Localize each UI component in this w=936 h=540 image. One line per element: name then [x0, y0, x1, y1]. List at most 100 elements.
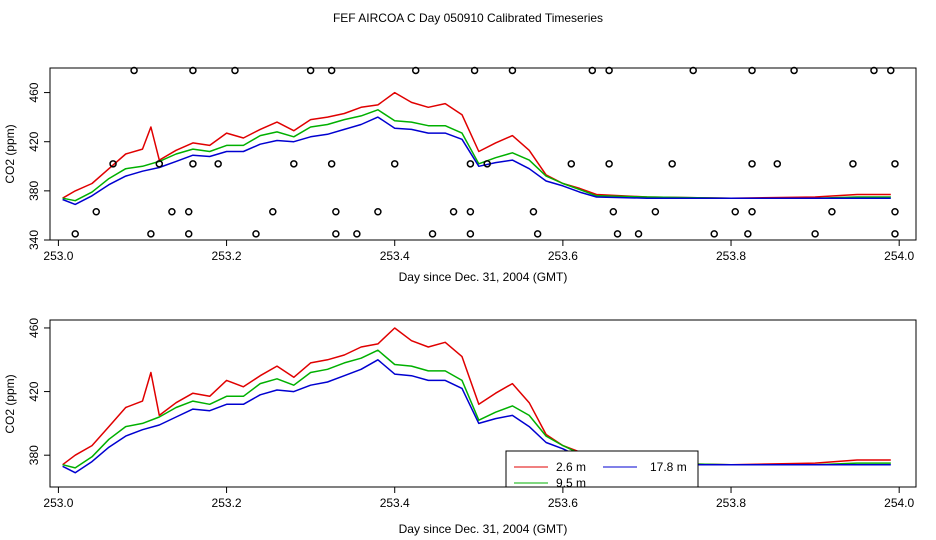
top-sample-marker — [870, 66, 878, 75]
top-sample-marker — [130, 66, 138, 75]
bottom-y-tick-label: 380 — [27, 445, 41, 465]
top-series-2-6-m — [62, 91, 891, 199]
bottom-plot-frame — [49, 319, 917, 488]
top-y-tick-label: 340 — [27, 230, 41, 250]
top-sample-marker — [748, 160, 756, 168]
top-sample-marker — [353, 230, 361, 238]
top-sample-marker — [466, 207, 475, 216]
top-y-tick-label: 380 — [27, 181, 41, 201]
top-sample-marker — [483, 160, 491, 168]
top-sample-marker — [466, 230, 475, 238]
top-sample-marker — [189, 160, 197, 168]
top-sample-marker — [184, 207, 193, 216]
top-sample-marker — [731, 207, 739, 216]
bottom-x-axis-label: Day since Dec. 31, 2004 (GMT) — [399, 522, 568, 536]
legend-label-9-5m: 9.5 m — [556, 476, 586, 490]
top-sample-marker — [634, 230, 643, 238]
top-sample-marker — [887, 66, 895, 75]
top-sample-marker — [668, 160, 676, 168]
bottom-x-tick-label: 253.4 — [380, 496, 410, 510]
top-sample-marker — [327, 66, 336, 75]
bottom-x-tick-label: 253.8 — [716, 496, 746, 510]
top-sample-marker — [214, 160, 222, 168]
top-sample-marker — [306, 66, 315, 75]
top-sample-marker — [508, 66, 517, 75]
legend-label-2-6m: 2.6 m — [556, 460, 586, 474]
top-sample-marker — [605, 66, 613, 75]
figure-title: FEF AIRCOA C Day 050910 Calibrated Times… — [333, 11, 603, 25]
top-sample-marker — [651, 207, 660, 216]
top-sample-marker — [184, 230, 193, 238]
top-sample-marker — [92, 207, 100, 216]
top-sample-marker — [748, 66, 756, 75]
top-y-axis-label: CO2 (ppm) — [3, 124, 17, 183]
top-sample-marker — [710, 230, 718, 238]
top-plot-frame — [49, 67, 917, 241]
top-series-17-8-m — [62, 116, 891, 206]
bottom-y-tick-label: 420 — [27, 381, 41, 401]
top-sample-marker — [252, 230, 260, 238]
top-x-tick-label: 253.4 — [380, 249, 410, 263]
top-sample-marker — [428, 230, 437, 238]
bottom-x-tick-label: 254.0 — [884, 496, 914, 510]
top-sample-marker — [470, 66, 479, 75]
top-x-tick-label: 254.0 — [884, 249, 914, 263]
top-sample-marker — [849, 160, 857, 168]
top-sample-marker — [609, 207, 618, 216]
top-sample-marker — [269, 207, 277, 216]
top-sample-marker — [231, 66, 239, 75]
top-sample-marker — [605, 160, 613, 168]
top-sample-marker — [374, 207, 382, 216]
top-sample-marker — [533, 230, 542, 238]
top-sample-marker — [168, 207, 176, 216]
top-sample-marker — [811, 230, 819, 238]
top-sample-marker — [449, 207, 458, 216]
top-sample-marker — [109, 160, 117, 168]
top-sample-marker — [828, 207, 836, 216]
bottom-series-9-5-m — [62, 349, 891, 469]
bottom-panel: 253.0 253.2 253.4 253.6 253.8 254.0380420460 … — [3, 318, 917, 536]
top-sample-marker — [411, 66, 420, 75]
top-sample-marker — [588, 66, 597, 75]
top-sample-marker — [613, 230, 622, 238]
top-y-tick-label: 460 — [27, 82, 41, 102]
top-sample-marker — [891, 230, 899, 238]
top-sample-marker — [891, 207, 899, 216]
top-series-9-5-m — [62, 109, 891, 202]
top-sample-marker — [327, 160, 336, 168]
bottom-x-tick-label: 253.6 — [548, 496, 578, 510]
top-sample-marker — [332, 230, 340, 238]
top-sample-marker — [155, 160, 164, 168]
top-sample-marker — [567, 160, 576, 168]
legend: 2.6 m 17.8 m 9.5 m — [505, 450, 699, 490]
top-sample-marker — [891, 160, 899, 168]
top-x-tick-label: 253.6 — [548, 249, 578, 263]
legend-box — [505, 450, 699, 488]
top-sample-marker — [466, 160, 475, 168]
top-sample-marker — [773, 160, 782, 168]
top-x-tick-label: 253.8 — [716, 249, 746, 263]
top-x-tick-label: 253.2 — [212, 249, 242, 263]
top-sample-marker — [689, 66, 697, 75]
top-sample-marker — [189, 66, 197, 75]
top-sample-marker — [390, 160, 399, 168]
top-sample-marker — [290, 160, 298, 168]
bottom-series-2-6-m — [62, 327, 891, 466]
top-sample-marker — [71, 230, 79, 238]
top-x-tick-label: 253.0 — [43, 249, 73, 263]
top-sample-marker — [529, 207, 538, 216]
top-sample-marker — [147, 230, 155, 238]
legend-label-17-8m: 17.8 m — [650, 460, 687, 474]
top-y-tick-label: 420 — [27, 131, 41, 151]
bottom-x-tick-label: 253.2 — [212, 496, 242, 510]
bottom-y-axis-label: CO2 (ppm) — [3, 374, 17, 433]
top-sample-marker — [332, 207, 340, 216]
top-x-axis-label: Day since Dec. 31, 2004 (GMT) — [399, 270, 568, 284]
top-sample-marker — [748, 207, 756, 216]
top-sample-marker — [744, 230, 752, 238]
top-sample-marker — [790, 66, 798, 75]
bottom-x-tick-label: 253.0 — [43, 496, 73, 510]
bottom-y-tick-label: 460 — [27, 318, 41, 338]
top-panel: 253.0 253.2 253.4 253.6 253.8 254.0 340 380 420 4… — [3, 66, 917, 284]
